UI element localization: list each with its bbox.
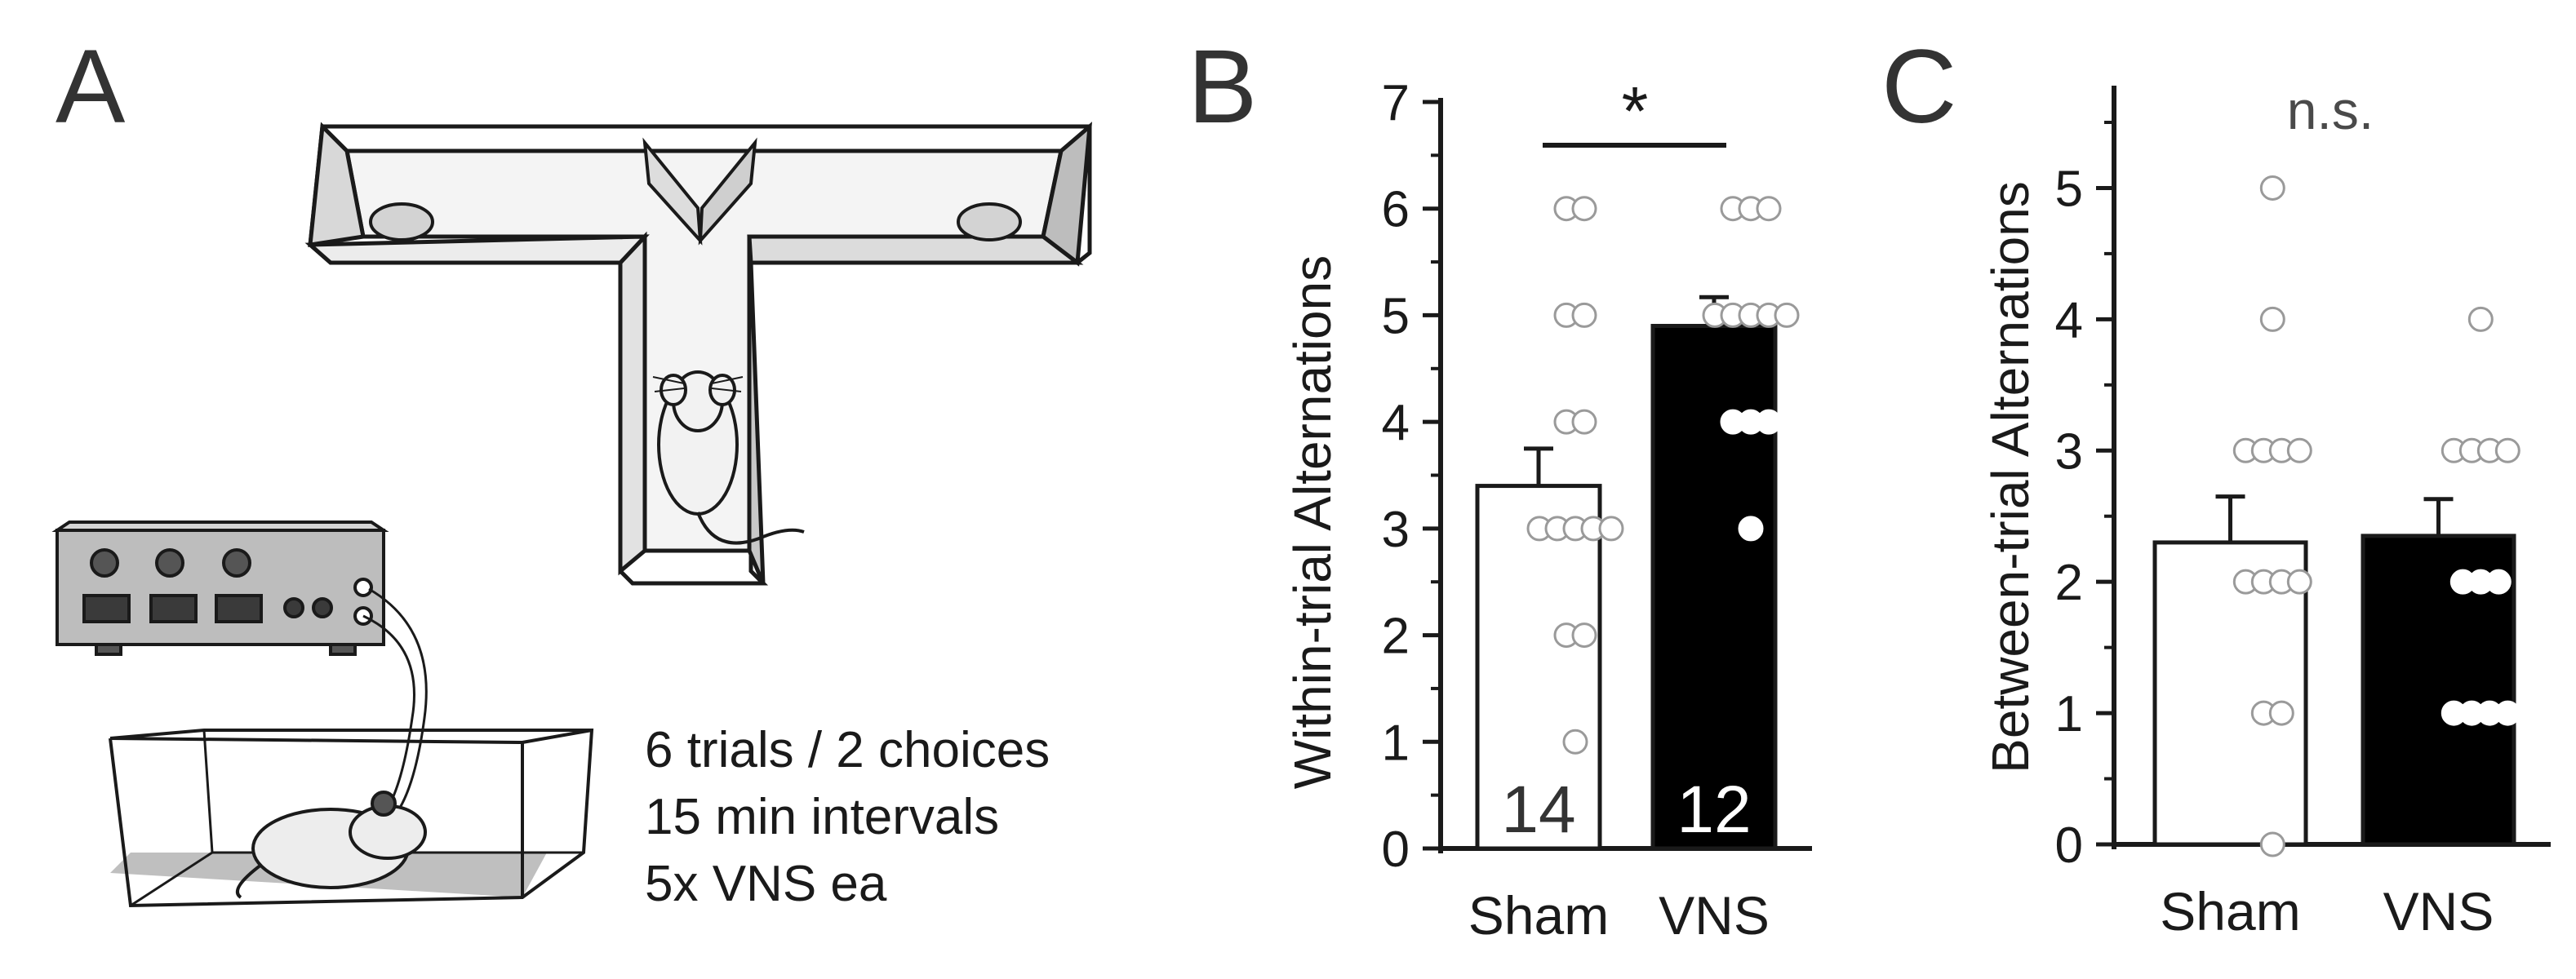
- panel-b-data-point: [1774, 302, 1800, 328]
- panel-b-tick-label: 6: [1382, 182, 1410, 238]
- panel-b-data-point: [1756, 196, 1782, 222]
- panel-c-tick-label: 5: [2055, 161, 2083, 217]
- panel-b-data-point: [1571, 622, 1597, 649]
- protocol-line-2: 15 min intervals: [645, 789, 999, 845]
- panel-b-data-point: [1738, 516, 1764, 542]
- panel-b-n-label: 14: [1501, 773, 1575, 847]
- panel-b-tick-label: 4: [1382, 395, 1410, 451]
- panel-b-data-point: [1571, 409, 1597, 435]
- panel-c-category-vns: VNS: [2383, 881, 2494, 941]
- panel-c-data-point: [2286, 569, 2312, 595]
- panel-c-tick-label: 1: [2055, 686, 2083, 742]
- panel-b-n-label: 12: [1677, 773, 1751, 847]
- panel-c-tick-label: 0: [2055, 817, 2083, 874]
- panel-a-letter: A: [56, 29, 126, 145]
- panel-b-bar-sham: [1475, 484, 1602, 851]
- panel-c-data-point: [2485, 569, 2512, 595]
- panel-c-data-point: [2467, 306, 2494, 332]
- panel-b-bar-vns: [1650, 324, 1778, 851]
- panel-c-letter: C: [1881, 29, 1956, 145]
- panel-b-category-sham: Sham: [1468, 885, 1609, 946]
- t-maze-icon: [304, 122, 1093, 586]
- panel-c-data-point: [2259, 831, 2285, 857]
- cage-icon: [109, 729, 594, 908]
- panel-c-tick-label: 4: [2055, 292, 2083, 348]
- panel-c-data-point: [2259, 175, 2285, 201]
- protocol-line-1: 6 trials / 2 choices: [645, 722, 1050, 778]
- panel-b-tick-label: 3: [1382, 502, 1410, 558]
- panel-c-data-point: [2494, 700, 2520, 726]
- panel-b-data-point: [1756, 409, 1782, 435]
- panel-c-data-point: [2494, 437, 2520, 463]
- protocol-line-3: 5x VNS ea: [645, 856, 887, 912]
- panel-c-data-point: [2259, 306, 2285, 332]
- panel-c-tick-label: 3: [2055, 423, 2083, 480]
- panel-b-ylabel: Within-trial Alternations: [1283, 255, 1342, 789]
- panel-c-significance-label: n.s.: [2287, 80, 2374, 140]
- panel-b-data-point: [1562, 729, 1588, 755]
- panel-c-ylabel: Between-trial Alternations: [1981, 181, 2040, 773]
- panel-b-category-vns: VNS: [1659, 885, 1770, 946]
- panel-c-chart: 0 1 2 3 4 5 Sham VNS n.s.: [2055, 80, 2551, 941]
- panel-b-tick-label: 1: [1382, 715, 1410, 771]
- panel-c-tick-label: 2: [2055, 555, 2083, 611]
- panel-b-tick-label: 5: [1382, 288, 1410, 344]
- panel-b-data-point: [1571, 196, 1597, 222]
- panel-c-data-point: [2268, 700, 2294, 726]
- panel-c-data-point: [2286, 437, 2312, 463]
- panel-b-data-point: [1598, 516, 1624, 542]
- panel-b-data-point: [1571, 302, 1597, 328]
- panel-b-tick-label: 2: [1382, 609, 1410, 665]
- panel-b-tick-label: 0: [1382, 822, 1410, 878]
- panel-c-category-sham: Sham: [2160, 881, 2300, 941]
- panel-b-letter: B: [1188, 29, 1257, 145]
- panel-b-tick-label: 7: [1382, 75, 1410, 131]
- stimulator-icon: [51, 521, 428, 808]
- mouse-icon: [652, 370, 805, 545]
- panel-b-significance-label: *: [1622, 73, 1649, 149]
